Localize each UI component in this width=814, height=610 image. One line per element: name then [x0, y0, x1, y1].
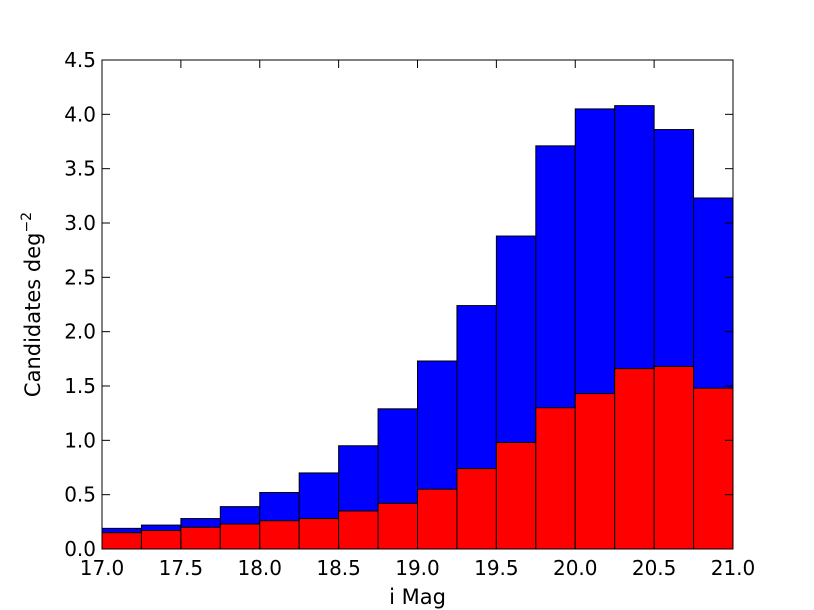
- y-tick-label-8: 3.5: [64, 157, 96, 181]
- bar-series-2-bin-2: [140, 530, 182, 550]
- y-axis-label-main: Candidates deg: [21, 233, 45, 398]
- y-tick-label-2: 0.5: [64, 483, 96, 507]
- x-tick-label-6: 19.5: [474, 556, 519, 580]
- y-tick-label-4: 1.5: [64, 374, 96, 398]
- x-axis-label: i Mag: [389, 585, 446, 609]
- y-tick-label-9: 4.0: [64, 102, 96, 126]
- plot-frame: [101, 59, 734, 550]
- bar-series-2-bin-7: [338, 510, 379, 550]
- bar-series-2-bin-3: [180, 526, 221, 550]
- y-tick-label-1: 0.0: [64, 537, 96, 561]
- y-axis-label: Candidates deg−2: [19, 212, 45, 397]
- bar-series-2-bin-14: [614, 368, 655, 550]
- bar-series-2-bin-1: [101, 532, 142, 550]
- x-tick-label-1: 17.0: [80, 556, 125, 580]
- bar-series-2-bin-13: [574, 393, 616, 550]
- bar-series-2-bin-6: [298, 518, 340, 550]
- bar-series-2-bin-12: [535, 407, 576, 550]
- y-tick-label-5: 2.0: [64, 320, 96, 344]
- y-axis-label-group: Candidates deg−2: [19, 212, 45, 397]
- y-tick-label-3: 1.0: [64, 428, 96, 452]
- tick-labels-layer: 17.0 17.5 18.0 18.5 19.0 19.5 20.0 20.5 21.0 0.0 0…: [64, 48, 755, 580]
- x-tick-label-5: 19.0: [395, 556, 440, 580]
- y-axis-label-exponent: −2: [19, 212, 35, 233]
- x-tick-label-2: 17.5: [159, 556, 204, 580]
- x-tick-label-7: 20.0: [553, 556, 598, 580]
- bar-series-2-bin-15: [653, 365, 695, 550]
- bar-series-2-bin-5: [259, 520, 300, 550]
- bar-series-2-bin-10: [456, 468, 497, 550]
- bar-series-2-bin-9: [417, 488, 458, 550]
- bar-series-2-bin-4: [219, 523, 261, 550]
- y-tick-label-6: 2.5: [64, 265, 96, 289]
- bar-series-2-bin-11: [495, 442, 537, 550]
- x-tick-label-4: 18.5: [316, 556, 361, 580]
- bar-series-2-bin-16: [693, 387, 734, 550]
- bar-series-2-bin-8: [377, 502, 418, 550]
- x-tick-label-8: 20.5: [632, 556, 677, 580]
- x-tick-label-9: 21.0: [711, 556, 756, 580]
- x-tick-label-3: 18.0: [237, 556, 282, 580]
- y-tick-label-10: 4.5: [64, 48, 96, 72]
- y-tick-label-7: 3.0: [64, 211, 96, 235]
